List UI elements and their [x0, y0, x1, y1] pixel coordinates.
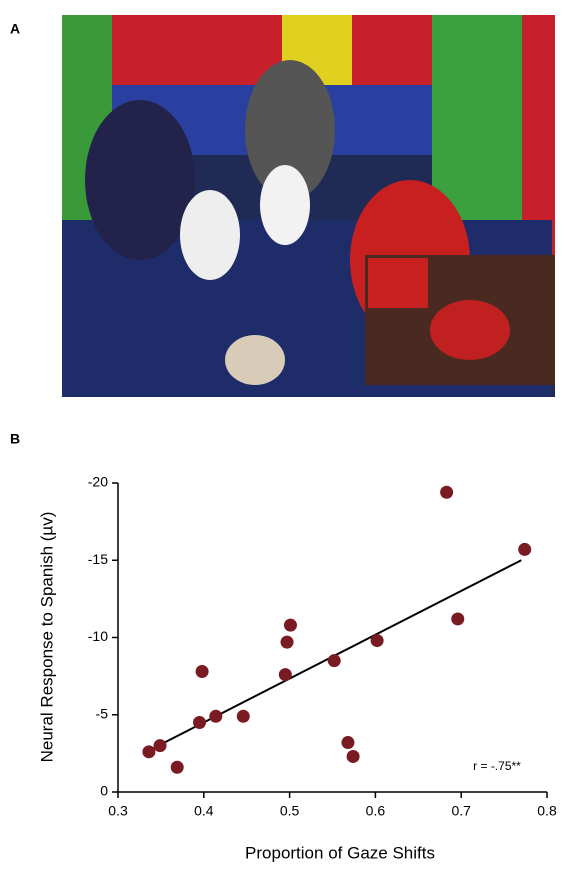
y-tick-label: -10	[88, 628, 108, 644]
data-point	[237, 710, 250, 723]
data-point	[371, 634, 384, 647]
x-tick-label: 0.6	[366, 803, 386, 819]
y-tick-label: -5	[96, 705, 109, 721]
y-tick-label: -15	[88, 551, 108, 567]
data-point	[328, 654, 341, 667]
x-axis-label: Proportion of Gaze Shifts	[245, 843, 435, 862]
x-tick-label: 0.8	[537, 803, 557, 819]
data-point	[171, 761, 184, 774]
annotation: r = -.75**	[473, 759, 521, 773]
x-tick-label: 0.5	[280, 803, 300, 819]
x-tick-label: 0.7	[451, 803, 471, 819]
panel-label: A	[10, 21, 20, 37]
data-point	[284, 619, 297, 632]
x-tick-label: 0.4	[194, 803, 214, 819]
photo	[62, 15, 555, 397]
figure: A B Proportion of Gaze Shifts Neural Res…	[0, 0, 566, 867]
data-point	[341, 736, 354, 749]
page: {"panel_a": {"label": "A"}, "chart_data"…	[0, 0, 566, 872]
data-point	[193, 716, 206, 729]
trend-line	[152, 560, 521, 748]
data-point	[154, 739, 167, 752]
panel-label: B	[10, 431, 20, 447]
data-point	[209, 710, 222, 723]
data-point	[347, 750, 360, 763]
data-point	[196, 665, 209, 678]
data-point	[518, 543, 531, 556]
x-tick-label: 0.3	[108, 803, 128, 819]
data-point	[279, 668, 292, 681]
data-point	[440, 486, 453, 499]
y-tick-label: 0	[100, 783, 108, 799]
data-point	[142, 745, 155, 758]
y-tick-label: -20	[88, 474, 108, 490]
data-point	[451, 612, 464, 625]
data-point	[281, 636, 294, 649]
y-axis-label: Neural Response to Spanish (µv)	[37, 512, 56, 763]
